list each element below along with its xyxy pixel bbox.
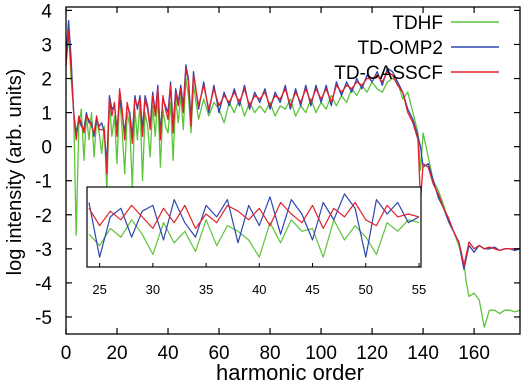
y-tick-label: -1 bbox=[35, 172, 52, 193]
inset-x-tick-label: 55 bbox=[412, 282, 426, 297]
y-ticks: 4 3 2 1 0 -1 -2 -3 -4 -5 bbox=[35, 1, 520, 329]
legend-label: TD-OMP2 bbox=[358, 38, 444, 59]
y-tick-label: -5 bbox=[35, 308, 52, 329]
y-tick-label: 4 bbox=[41, 1, 52, 22]
x-tick-label: 120 bbox=[356, 343, 388, 364]
y-tick-label: 1 bbox=[41, 104, 52, 125]
x-tick-label: 140 bbox=[407, 343, 439, 364]
inset-x-tick-label: 40 bbox=[252, 282, 266, 297]
legend-label: TDHF bbox=[392, 13, 443, 34]
inset-layer bbox=[88, 193, 420, 258]
inset-x-tick-label: 35 bbox=[199, 282, 213, 297]
x-tick-label: 80 bbox=[259, 343, 280, 364]
legend-label: TD-CASSCF bbox=[334, 63, 443, 84]
inset-line-td-omp2 bbox=[88, 193, 420, 258]
y-tick-label: 0 bbox=[41, 138, 52, 159]
inset-x-ticks: 25 30 35 40 45 50 55 bbox=[92, 263, 426, 297]
y-tick-label: -2 bbox=[35, 206, 52, 227]
series-line-td-casscf bbox=[65, 30, 520, 267]
inset-line-tdhf bbox=[88, 219, 420, 258]
x-tick-label: 20 bbox=[106, 343, 127, 364]
series-layer bbox=[65, 19, 521, 328]
y-tick-label: -3 bbox=[35, 240, 52, 261]
plot-frame bbox=[65, 6, 521, 335]
inset-x-tick-label: 45 bbox=[305, 282, 319, 297]
x-axis-label: harmonic order bbox=[216, 360, 364, 385]
inset-x-tick-label: 30 bbox=[146, 282, 160, 297]
x-tick-label: 0 bbox=[61, 343, 72, 364]
x-tick-label: 160 bbox=[458, 343, 490, 364]
inset-x-tick-label: 25 bbox=[92, 282, 106, 297]
x-ticks: 0 20 40 60 80 100 120 140 160 bbox=[61, 7, 490, 364]
legend: TDHF TD-OMP2 TD-CASSCF bbox=[334, 13, 499, 84]
y-tick-label: 3 bbox=[41, 35, 52, 56]
inset-x-tick-label: 50 bbox=[359, 282, 373, 297]
x-tick-label: 40 bbox=[157, 343, 178, 364]
x-tick-label: 100 bbox=[305, 343, 337, 364]
y-tick-label: 2 bbox=[41, 70, 52, 91]
x-tick-label: 60 bbox=[208, 343, 229, 364]
inset-line-td-casscf bbox=[88, 201, 420, 229]
series-line-tdhf bbox=[65, 33, 521, 328]
y-axis-label: log intensity (arb. units) bbox=[4, 69, 26, 276]
y-tick-label: -4 bbox=[35, 274, 52, 295]
